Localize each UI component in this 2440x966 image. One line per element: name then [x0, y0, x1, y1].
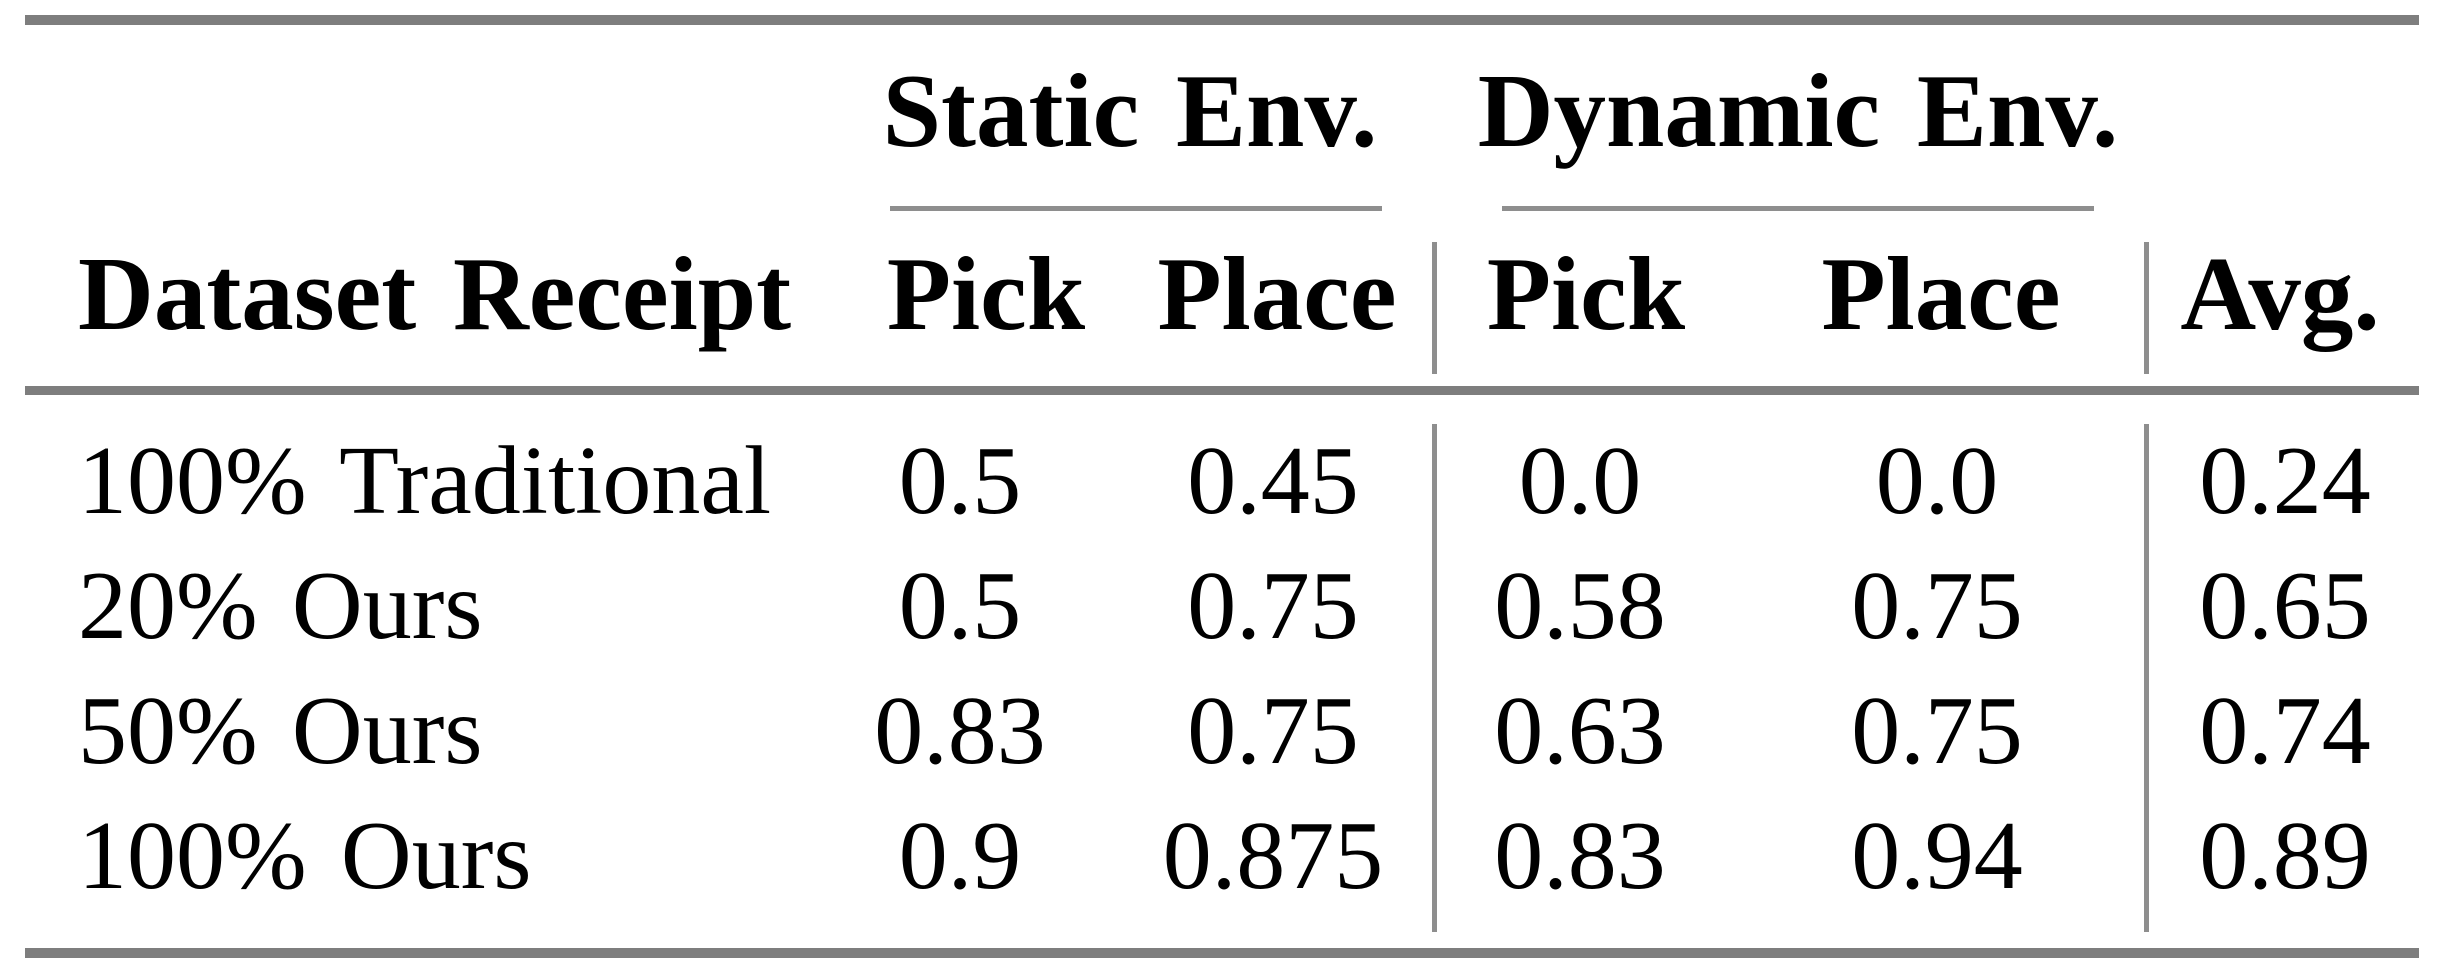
header-vertical-rule-1	[1432, 242, 1437, 374]
table-header-mid-rule	[25, 386, 2419, 395]
cell-avg: 0.24	[2199, 427, 2371, 535]
dynamic-env-cmidrule	[1502, 206, 2094, 211]
column-header-dataset-receipt: Dataset Receipt	[78, 235, 792, 352]
row-label: 100% Traditional	[78, 427, 772, 535]
cell-dynamic-place: 0.94	[1851, 802, 2023, 910]
row-label: 100% Ours	[78, 802, 532, 910]
table-top-rule	[25, 15, 2419, 25]
cell-static-pick: 0.9	[898, 802, 1022, 910]
header-vertical-rule-2	[2144, 242, 2149, 374]
static-env-cmidrule	[890, 206, 1382, 211]
column-header-static-place: Place	[1157, 235, 1397, 352]
cell-dynamic-pick: 0.0	[1518, 427, 1642, 535]
cell-dynamic-pick: 0.63	[1494, 677, 1666, 785]
cell-static-pick: 0.5	[898, 552, 1022, 660]
table-bottom-rule	[25, 948, 2419, 958]
cell-dynamic-place: 0.75	[1851, 677, 2023, 785]
column-header-avg: Avg.	[2180, 235, 2380, 352]
row-label: 50% Ours	[78, 677, 483, 785]
column-header-static-pick: Pick	[886, 235, 1086, 352]
cell-static-pick: 0.5	[898, 427, 1022, 535]
cell-static-place: 0.75	[1187, 677, 1359, 785]
cell-dynamic-pick: 0.58	[1494, 552, 1666, 660]
group-header-dynamic-env: Dynamic Env.	[1477, 52, 2119, 169]
column-header-dynamic-pick: Pick	[1486, 235, 1686, 352]
cell-dynamic-place: 0.75	[1851, 552, 2023, 660]
cell-static-place: 0.45	[1187, 427, 1359, 535]
cell-dynamic-pick: 0.83	[1494, 802, 1666, 910]
column-header-dynamic-place: Place	[1821, 235, 2061, 352]
cell-static-place: 0.875	[1162, 802, 1384, 910]
body-vertical-rule-1	[1432, 424, 1437, 932]
cell-static-place: 0.75	[1187, 552, 1359, 660]
row-label: 20% Ours	[78, 552, 483, 660]
cell-static-pick: 0.83	[874, 677, 1046, 785]
cell-avg: 0.65	[2199, 552, 2371, 660]
cell-avg: 0.74	[2199, 677, 2371, 785]
cell-avg: 0.89	[2199, 802, 2371, 910]
group-header-static-env: Static Env.	[882, 52, 1378, 169]
cell-dynamic-place: 0.0	[1875, 427, 1999, 535]
body-vertical-rule-2	[2144, 424, 2149, 932]
